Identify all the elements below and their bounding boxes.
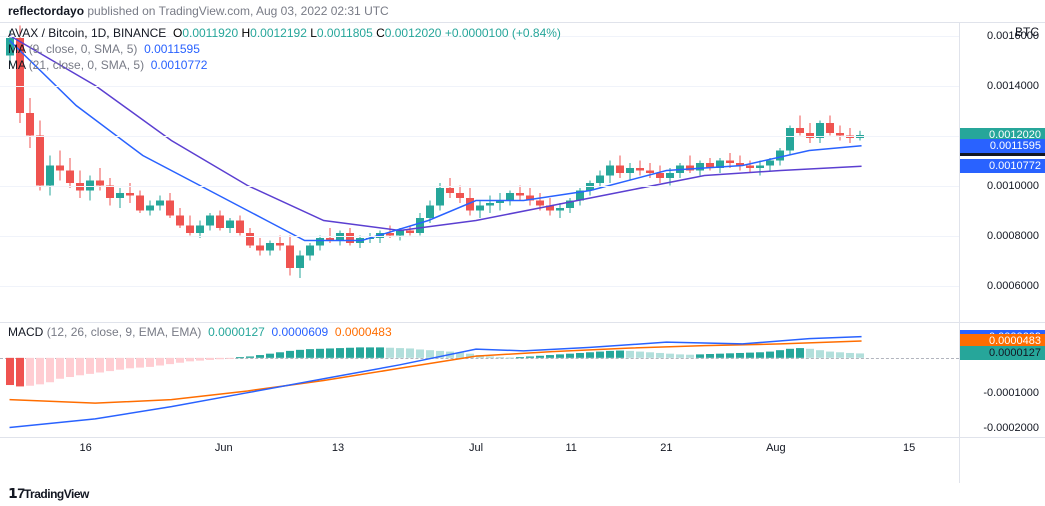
time-axis[interactable]: 16 Jun 13 Jul 11 21 Aug 15 [0, 438, 959, 462]
time-tick: 16 [80, 442, 92, 454]
publisher: reflectordayo [8, 4, 84, 18]
time-tick: 21 [660, 442, 672, 454]
macd-legend: MACD (12, 26, close, 9, EMA, EMA) 0.0000… [8, 325, 392, 339]
tradingview-logo: 𝟭7 TradingView [8, 485, 89, 502]
axis-tag: 0.0010772 [960, 159, 1045, 173]
price-tick: 0.0006000 [987, 280, 1039, 292]
price-tick: 0.0008000 [987, 230, 1039, 242]
price-pane[interactable]: AVAX / Bitcoin, 1D, BINANCE O0.0011920 H… [0, 23, 959, 323]
price-axis[interactable]: BTC 0.00060000.00080000.00100000.0012000… [960, 23, 1045, 323]
price-tick: 0.0014000 [987, 80, 1039, 92]
time-tick: Jul [469, 442, 483, 454]
publish-header: reflectordayo published on TradingView.c… [0, 0, 1045, 23]
time-tick: Aug [766, 442, 786, 454]
price-tick: 0.0016000 [987, 30, 1039, 42]
macd-chart[interactable] [0, 323, 952, 438]
time-tick: 15 [903, 442, 915, 454]
price-tick: 0.0010000 [987, 180, 1039, 192]
macd-axis[interactable]: 0.00006090.00004830.0000127-0.0002000-0.… [960, 323, 1045, 438]
time-tick: 11 [565, 442, 576, 454]
price-legend: AVAX / Bitcoin, 1D, BINANCE O0.0011920 H… [8, 25, 561, 73]
time-tick: Jun [215, 442, 233, 454]
time-tick: 13 [332, 442, 344, 454]
macd-tick: -0.0001000 [983, 387, 1039, 399]
symbol-pair: AVAX / Bitcoin [8, 26, 84, 40]
macd-pane[interactable]: MACD (12, 26, close, 9, EMA, EMA) 0.0000… [0, 323, 959, 438]
axis-tag: 0.0011595 [960, 139, 1045, 153]
macd-tick: -0.0002000 [983, 422, 1039, 434]
macd-tag: 0.0000127 [960, 346, 1045, 360]
